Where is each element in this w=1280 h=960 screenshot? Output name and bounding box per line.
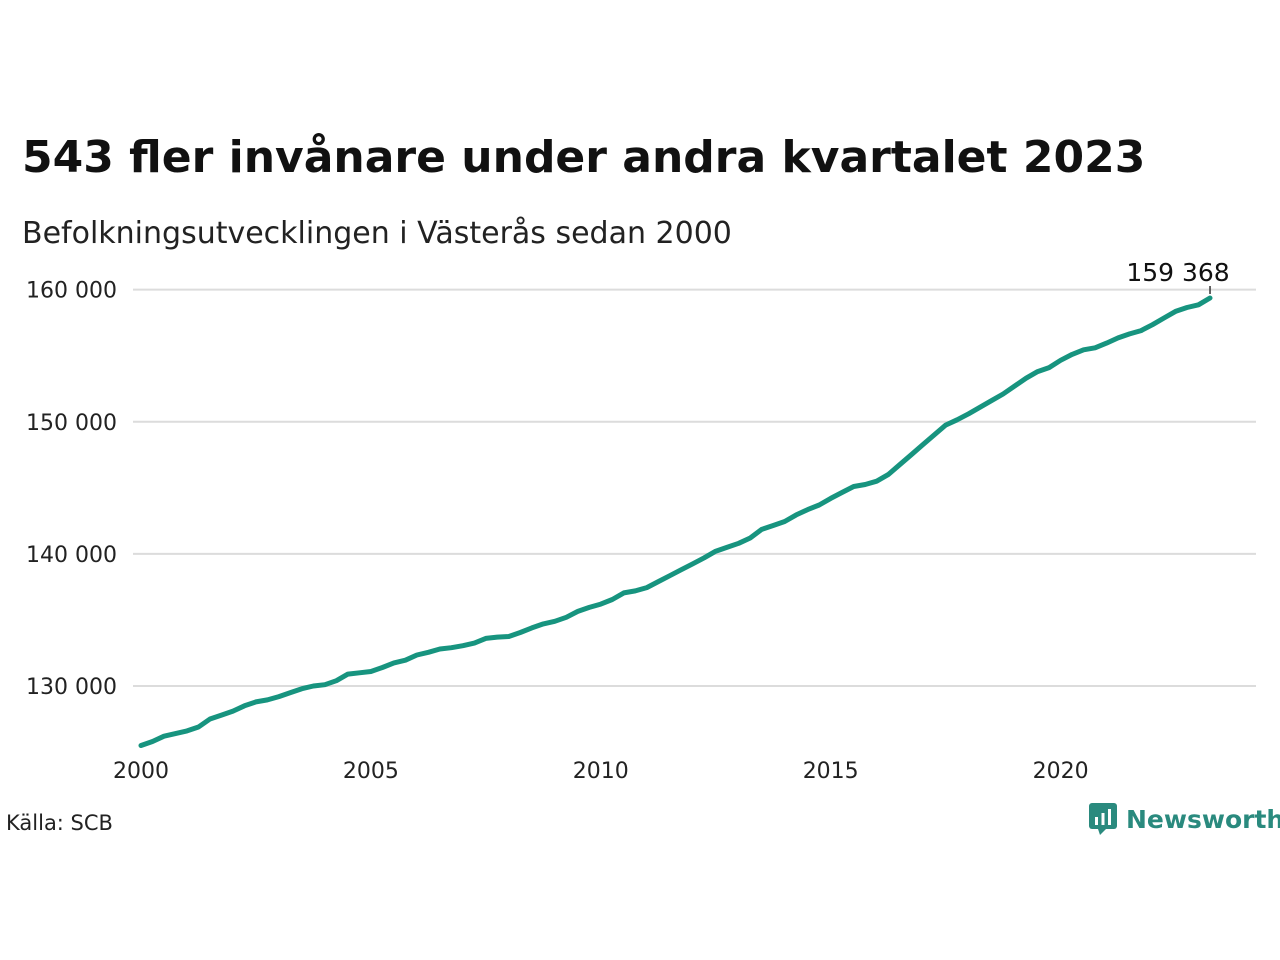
- x-tick-label: 2000: [113, 759, 169, 784]
- y-tick-label: 150 000: [26, 411, 117, 436]
- x-tick-label: 2015: [803, 759, 859, 784]
- chart-subtitle: Befolkningsutvecklingen i Västerås sedan…: [22, 216, 732, 251]
- brand-name: Newsworthy: [1126, 804, 1280, 834]
- y-axis: 130 000 140 000 150 000 160 000: [26, 279, 117, 700]
- end-value-label: 159 368: [1126, 258, 1229, 287]
- x-tick-label: 2005: [343, 759, 399, 784]
- population-series-line: [138, 295, 1213, 748]
- x-axis: 2000 2005 2010 2015 2020: [113, 759, 1089, 784]
- x-tick-label: 2020: [1033, 759, 1089, 784]
- y-tick-label: 160 000: [26, 279, 117, 304]
- chart-logo-icon: [1089, 803, 1117, 835]
- y-tick-label: 140 000: [26, 543, 117, 568]
- source-note: Källa: SCB: [6, 811, 113, 835]
- y-tick-label: 130 000: [26, 675, 117, 700]
- x-tick-label: 2010: [573, 759, 629, 784]
- newsworthy-logo: Newsworthy: [1088, 802, 1280, 836]
- chart-title: 543 fler invånare under andra kvartalet …: [22, 132, 1146, 183]
- population-line-chart: 130 000 140 000 150 000 160 000 2000 2005 201…: [26, 258, 1256, 784]
